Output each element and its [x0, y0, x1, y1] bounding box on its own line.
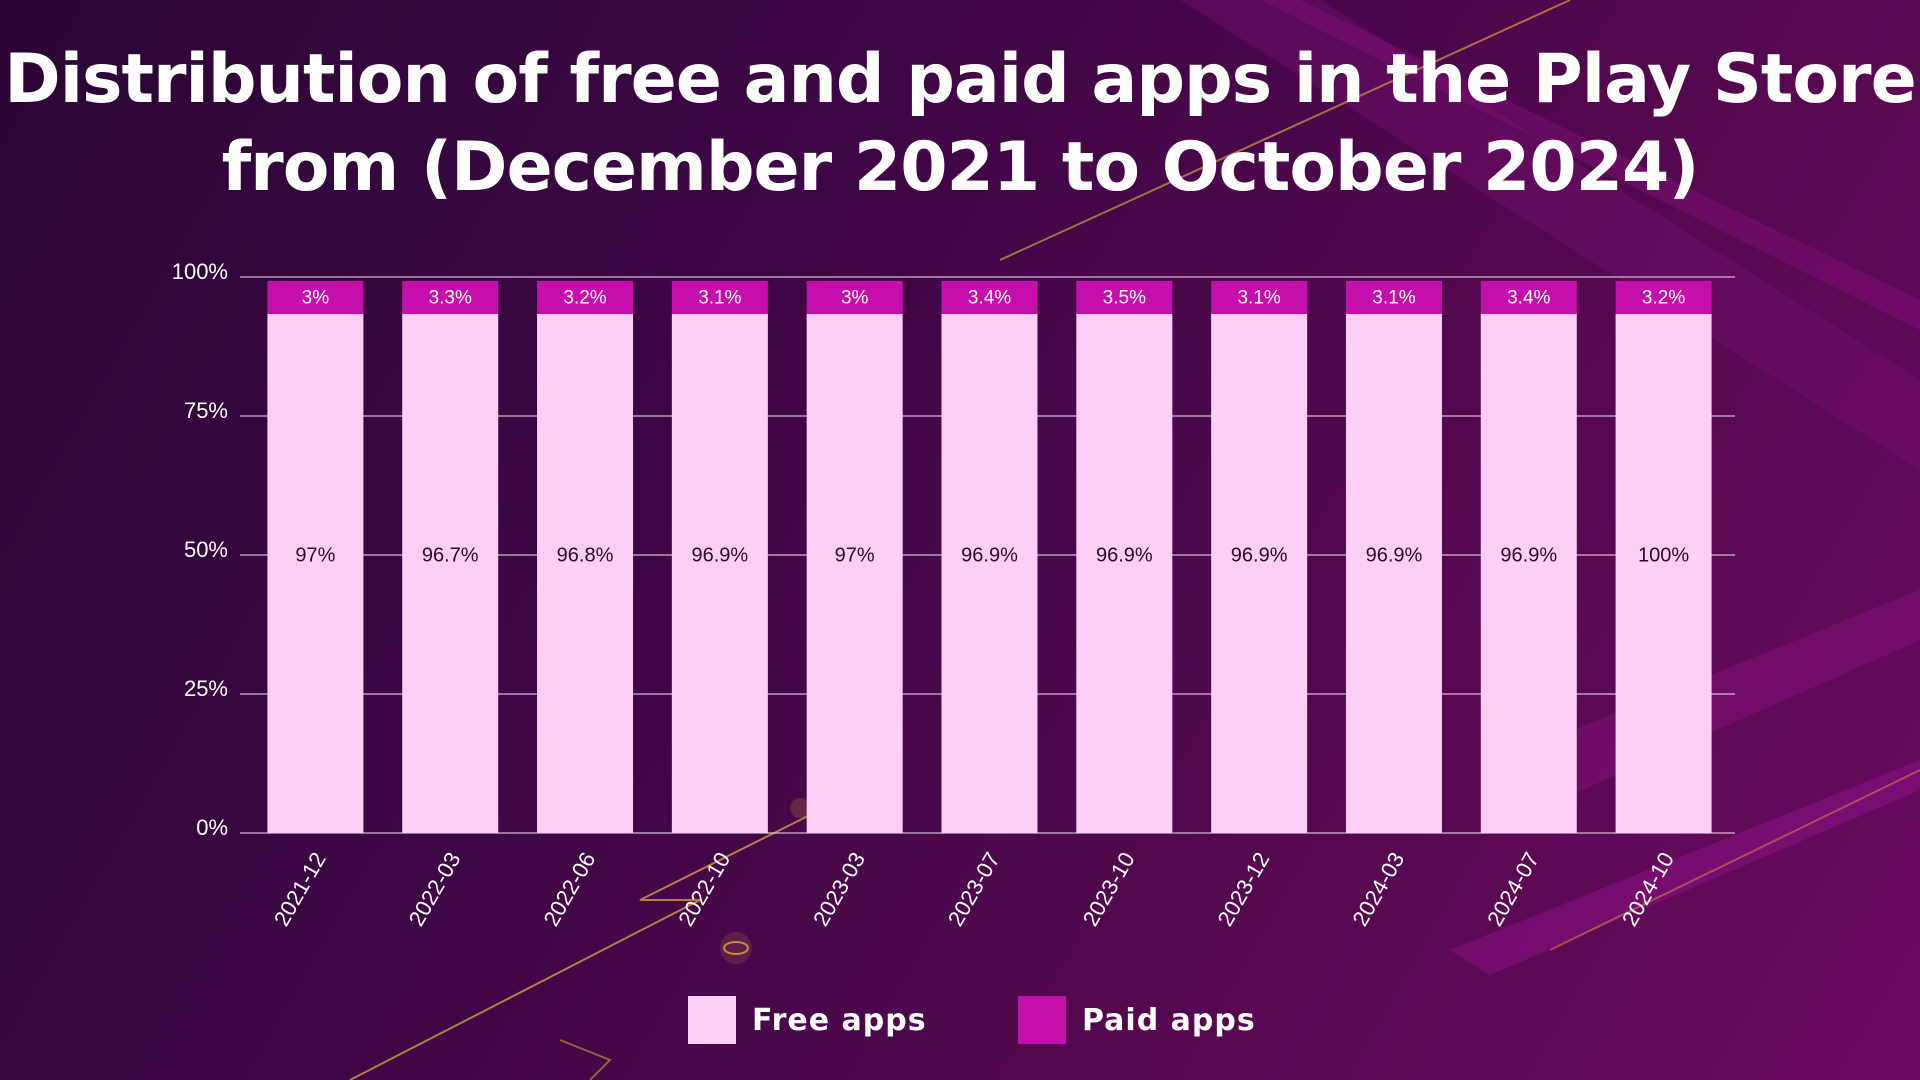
data-label-free: 96.7% — [422, 544, 479, 566]
bar-paid-apps — [1076, 281, 1173, 314]
legend-label-free: Free apps — [752, 1002, 927, 1038]
data-label-free: 97% — [835, 544, 875, 566]
stacked-bar-chart: 0% 25% 50% 75% 100% 97% 3% 2021-12 96.7% 3.3% 2022… — [172, 259, 1735, 930]
x-tick-label: 2022-03 — [404, 848, 466, 930]
x-tick-label: 2023-12 — [1212, 848, 1274, 930]
data-label-paid: 3.4% — [968, 288, 1011, 309]
data-label-free: 96.9% — [1231, 544, 1288, 566]
bar-paid-apps — [1615, 281, 1712, 314]
data-label-paid: 3.1% — [1372, 288, 1415, 309]
data-label-paid: 3.5% — [1103, 288, 1146, 309]
data-label-free: 96.9% — [1096, 544, 1153, 566]
bar-paid-apps — [267, 281, 364, 314]
y-tick-label: 0% — [196, 815, 228, 840]
legend-swatch-paid — [1018, 996, 1066, 1044]
bar-free-apps — [402, 314, 499, 833]
bar-free-apps — [1076, 314, 1173, 833]
data-label-free: 96.9% — [692, 544, 749, 566]
data-label-free: 96.9% — [961, 544, 1018, 566]
bar-free-apps — [941, 314, 1038, 833]
x-tick-label: 2024-07 — [1482, 848, 1544, 930]
bar-free-apps — [537, 314, 634, 833]
y-tick-label: 50% — [184, 537, 228, 562]
data-label-paid: 3.3% — [429, 288, 472, 309]
data-label-free: 97% — [295, 544, 335, 566]
bar-paid-apps — [402, 281, 499, 314]
data-label-paid: 3.2% — [563, 288, 606, 309]
data-label-free: 100% — [1638, 544, 1689, 566]
bar-paid-apps — [806, 281, 903, 314]
data-label-paid: 3.1% — [698, 288, 741, 309]
legend-item-free-apps: Free apps — [688, 995, 927, 1045]
bar-paid-apps — [671, 281, 768, 314]
data-label-paid: 3% — [302, 288, 330, 309]
x-tick-label: 2023-07 — [943, 848, 1005, 930]
legend: Free apps Paid apps — [0, 995, 1920, 1045]
data-label-paid: 3.1% — [1237, 288, 1280, 309]
data-label-paid: 3% — [841, 288, 869, 309]
bar-free-apps — [1211, 314, 1308, 833]
legend-label-paid: Paid apps — [1082, 1002, 1256, 1038]
x-tick-label: 2021-12 — [269, 848, 331, 930]
bar-free-apps — [267, 314, 364, 833]
bar-free-apps — [671, 314, 768, 833]
data-label-free: 96.9% — [1366, 544, 1423, 566]
x-tick-label: 2022-06 — [538, 848, 600, 930]
x-tick-label: 2023-03 — [808, 848, 870, 930]
data-label-paid: 3.2% — [1642, 288, 1685, 309]
data-label-free: 96.9% — [1500, 544, 1557, 566]
bar-paid-apps — [1211, 281, 1308, 314]
bar-paid-apps — [1345, 281, 1442, 314]
x-tick-label: 2024-10 — [1617, 848, 1679, 930]
bar-paid-apps — [537, 281, 634, 314]
bar-paid-apps — [1480, 281, 1577, 314]
bar-paid-apps — [941, 281, 1038, 314]
chart-title: Distribution of free and paid apps in th… — [4, 40, 1916, 207]
x-tick-label: 2022-10 — [673, 848, 735, 930]
bar-free-apps — [806, 314, 903, 833]
data-label-free: 96.8% — [557, 544, 614, 566]
y-tick-label: 25% — [184, 676, 228, 701]
data-label-paid: 3.4% — [1507, 288, 1550, 309]
y-tick-label: 75% — [184, 398, 228, 423]
bar-free-apps — [1480, 314, 1577, 833]
x-tick-label: 2024-03 — [1347, 848, 1409, 930]
legend-item-paid-apps: Paid apps — [1018, 995, 1256, 1045]
y-tick-label: 100% — [172, 259, 228, 284]
bar-free-apps — [1615, 314, 1712, 833]
legend-swatch-free — [688, 996, 736, 1044]
x-tick-label: 2023-10 — [1078, 848, 1140, 930]
bar-free-apps — [1345, 314, 1442, 833]
